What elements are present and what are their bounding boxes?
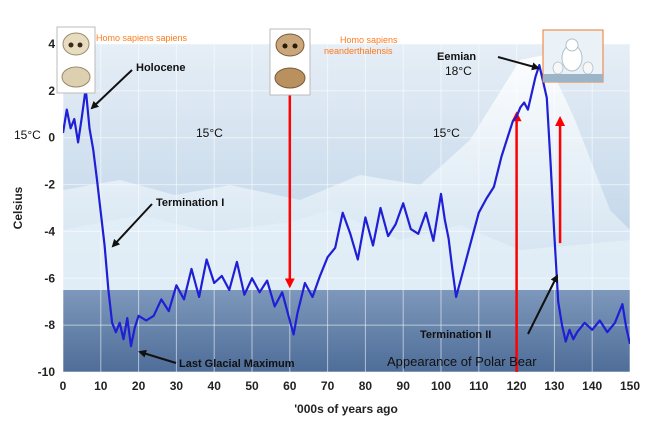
annotation-arrows <box>90 56 558 364</box>
y-tick-label: -4 <box>44 224 55 238</box>
arrow-termination-2 <box>527 274 558 335</box>
series-line <box>63 63 630 348</box>
x-tick-label: 70 <box>321 379 335 393</box>
x-tick-label: 60 <box>283 379 297 393</box>
y-axis-title: Celsius <box>11 186 25 229</box>
annotation-interglacial-temp: 15°C <box>433 126 460 140</box>
x-tick-label: 40 <box>208 379 222 393</box>
reference-arrows <box>284 67 566 372</box>
arrow-eemian <box>497 56 540 71</box>
y-tick-label: -10 <box>38 365 56 379</box>
x-tick-label: 110 <box>469 379 489 393</box>
x-tick-label: 150 <box>620 379 640 393</box>
polar-bear-photo <box>542 29 604 83</box>
annotation-homo-sapiens: Homo sapiens <box>340 35 398 45</box>
y-tick-label: 4 <box>48 37 55 51</box>
background-photo <box>63 44 630 372</box>
series-layer <box>63 63 630 348</box>
arrow-termination-1 <box>111 203 153 248</box>
y-tick-label: 2 <box>48 84 55 98</box>
annotation-holocene-temp: 15°C <box>196 126 223 140</box>
annotation-polar-bear: Appearance of Polar Bear <box>387 354 537 369</box>
x-tick-label: 20 <box>132 379 146 393</box>
x-tick-label: 50 <box>245 379 259 393</box>
annotation-holocene: Holocene <box>136 62 186 74</box>
annotation-homo-sapiens-sapiens: Homo sapiens sapiens <box>96 33 188 43</box>
x-tick-label: 30 <box>170 379 184 393</box>
x-tick-label: 130 <box>544 379 564 393</box>
y-tick-label: -8 <box>44 318 55 332</box>
x-tick-label: 80 <box>359 379 373 393</box>
x-tick-label: 120 <box>507 379 527 393</box>
annotation-left-temp: 15°C <box>14 128 41 142</box>
annotation-eemian-temp: 18°C <box>445 64 472 78</box>
x-tick-label: 140 <box>582 379 602 393</box>
skull-photo-sapiens <box>56 26 96 94</box>
x-axis-title: '000s of years ago <box>294 402 398 416</box>
x-axis-ticks: 0 10 20 30 40 50 60 70 80 90 100 110 120 130 140 150 <box>60 379 641 393</box>
y-axis-ticks: 4 2 0 -2 -4 -6 -8 -10 <box>38 37 56 379</box>
y-tick-label: -2 <box>44 178 55 192</box>
arrow-last-glacial-maximum <box>138 349 177 364</box>
x-tick-label: 10 <box>94 379 108 393</box>
y-tick-label: 0 <box>48 131 55 145</box>
annotation-eemian: Eemian <box>437 51 476 63</box>
x-tick-label: 100 <box>431 379 451 393</box>
arrow-holocene <box>90 69 133 110</box>
annotation-last-glacial-maximum: Last Glacial Maximum <box>179 358 295 370</box>
annotation-termination-1: Termination I <box>156 197 224 209</box>
x-tick-label: 90 <box>397 379 411 393</box>
annotations: Holocene Termination I Last Glacial Maxi… <box>14 33 537 370</box>
y-tick-label: -6 <box>44 271 55 285</box>
x-tick-label: 0 <box>60 379 67 393</box>
skull-photo-neanderthal <box>269 28 311 96</box>
annotation-neanderthalensis: neanderthalensis <box>324 46 393 56</box>
annotation-termination-2: Termination II <box>420 329 491 341</box>
